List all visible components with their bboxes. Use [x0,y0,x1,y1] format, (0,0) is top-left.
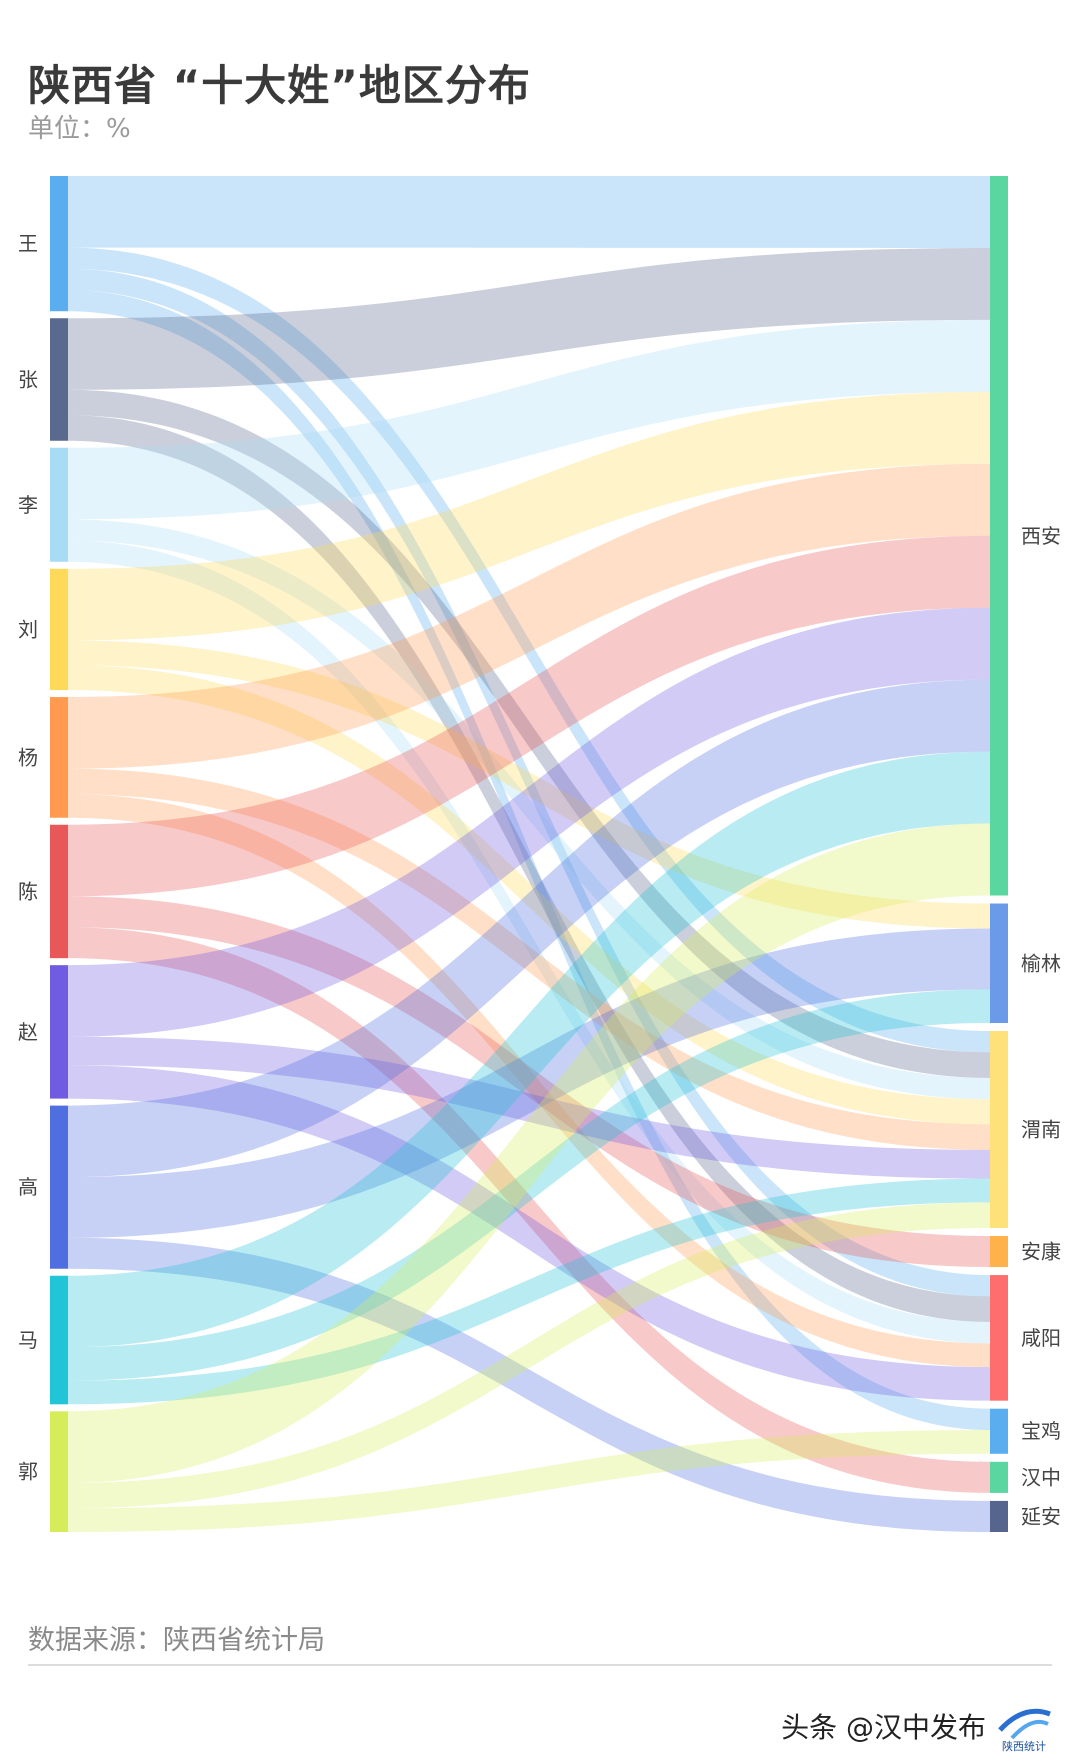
source-node-刘 [50,568,68,691]
watermark: 头条 @汉中发布 陕西统计 [781,1700,1056,1753]
source-node-张 [50,318,68,441]
logo-text: 陕西统计 [1002,1739,1046,1752]
stats-logo-icon: 陕西统计 [992,1700,1056,1753]
sankey-link-陈-安康 [68,896,990,1268]
watermark-text: 头条 @汉中发布 [781,1711,986,1744]
sankey-link-陈-汉中 [68,927,990,1493]
source-label-张: 张 [18,367,38,391]
sankey-link-陈-西安 [68,535,990,897]
source-node-李 [50,447,68,562]
sankey-link-王-西安 [68,176,990,248]
sankey-link-刘-西安 [68,391,990,641]
target-node-榆林 [990,903,1008,1024]
sankey-link-杨-渭南 [68,768,990,1150]
sankey-link-马-西安 [68,751,990,1348]
sankey-link-马-渭南 [68,1178,990,1405]
sankey-link-高-延安 [68,1237,990,1532]
sankey-link-高-榆林 [68,928,990,1238]
sankey-link-高-西安 [68,679,990,1178]
source-label-马: 马 [18,1328,38,1352]
sankey-link-张-渭南 [68,389,990,1078]
target-node-咸阳 [990,1275,1008,1401]
sankey-link-杨-咸阳 [68,794,990,1368]
target-label-咸阳: 咸阳 [1021,1326,1061,1350]
chart-unit: 单位：% [28,114,131,144]
source-node-王 [50,176,68,312]
target-label-延安: 延安 [1021,1504,1061,1528]
sankey-link-赵-咸阳 [68,1065,990,1401]
target-node-安康 [990,1235,1008,1268]
source-node-马 [50,1275,68,1405]
sankey-link-张-咸阳 [68,415,990,1323]
sankey-link-杨-西安 [68,463,990,769]
sankey-link-王-渭南 [68,247,990,1053]
sankey-link-张-西安 [68,247,990,390]
target-node-延安 [990,1500,1008,1532]
sankey-link-王-宝鸡 [68,290,990,1431]
target-label-西安: 西安 [1021,524,1061,548]
target-label-渭南: 渭南 [1021,1118,1061,1142]
sankey-nodes [50,176,1008,1532]
source-label-郭: 郭 [18,1460,38,1484]
sankey-link-赵-渭南 [68,1036,990,1179]
source-node-陈 [50,824,68,959]
sankey-link-李-西安 [68,319,990,520]
footer-divider [28,1664,1052,1666]
sankey-link-李-咸阳 [68,540,990,1344]
source-node-赵 [50,965,68,1099]
sankey-link-郭-宝鸡 [68,1430,990,1532]
sankey-links [68,176,990,1532]
source-node-杨 [50,697,68,818]
source-label-李: 李 [18,493,38,517]
source-node-高 [50,1105,68,1269]
target-label-汉中: 汉中 [1021,1465,1061,1489]
chart-title: 陕西省 “十大姓”地区分布 [28,61,531,110]
source-label-刘: 刘 [18,617,38,641]
sankey-link-刘-榆林 [68,640,990,929]
source-label-高: 高 [18,1175,38,1199]
sankey-link-郭-西安 [68,823,990,1483]
sankey-link-李-渭南 [68,519,990,1100]
source-label-赵: 赵 [18,1020,38,1044]
target-label-安康: 安康 [1021,1240,1061,1264]
sankey-link-郭-渭南 [68,1202,990,1509]
sankey-link-马-榆林 [68,989,990,1381]
target-label-榆林: 榆林 [1021,951,1061,975]
source-node-郭 [50,1411,68,1532]
target-label-宝鸡: 宝鸡 [1021,1419,1061,1443]
target-node-宝鸡 [990,1408,1008,1454]
source-label-王: 王 [18,232,38,256]
data-source: 数据来源：陕西省统计局 [28,1625,325,1656]
target-node-渭南 [990,1031,1008,1228]
sankey-link-刘-渭南 [68,665,990,1125]
target-node-汉中 [990,1461,1008,1493]
sankey-link-赵-西安 [68,607,990,1037]
target-node-西安 [990,176,1008,896]
source-label-杨: 杨 [18,745,38,769]
source-label-陈: 陈 [18,879,38,903]
sankey-link-王-咸阳 [68,268,990,1297]
